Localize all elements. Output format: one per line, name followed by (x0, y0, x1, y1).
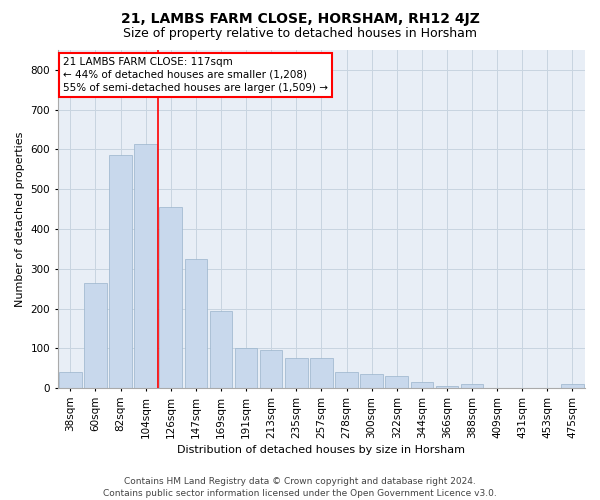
Bar (361, 374, 383, 388)
Y-axis label: Number of detached properties: Number of detached properties (15, 132, 25, 307)
Bar (59, 372, 82, 388)
Bar (285, 358, 308, 388)
Text: Size of property relative to detached houses in Horsham: Size of property relative to detached ho… (123, 28, 477, 40)
Text: 21, LAMBS FARM CLOSE, HORSHAM, RH12 4JZ: 21, LAMBS FARM CLOSE, HORSHAM, RH12 4JZ (121, 12, 479, 26)
Bar (410, 382, 433, 388)
Text: 21 LAMBS FARM CLOSE: 117sqm
← 44% of detached houses are smaller (1,208)
55% of : 21 LAMBS FARM CLOSE: 117sqm ← 44% of det… (63, 57, 328, 93)
Bar (109, 156, 132, 388)
Bar (561, 384, 584, 388)
Bar (335, 372, 358, 388)
Bar (209, 310, 232, 388)
Bar (461, 384, 484, 388)
X-axis label: Distribution of detached houses by size in Horsham: Distribution of detached houses by size … (178, 445, 466, 455)
Bar (235, 348, 257, 389)
Bar (385, 376, 408, 388)
Bar (134, 144, 157, 388)
Bar (185, 259, 207, 388)
Bar (160, 207, 182, 388)
Bar (84, 283, 107, 389)
Text: Contains HM Land Registry data © Crown copyright and database right 2024.
Contai: Contains HM Land Registry data © Crown c… (103, 476, 497, 498)
Bar (310, 358, 333, 388)
Bar (436, 386, 458, 388)
Bar (260, 350, 283, 389)
